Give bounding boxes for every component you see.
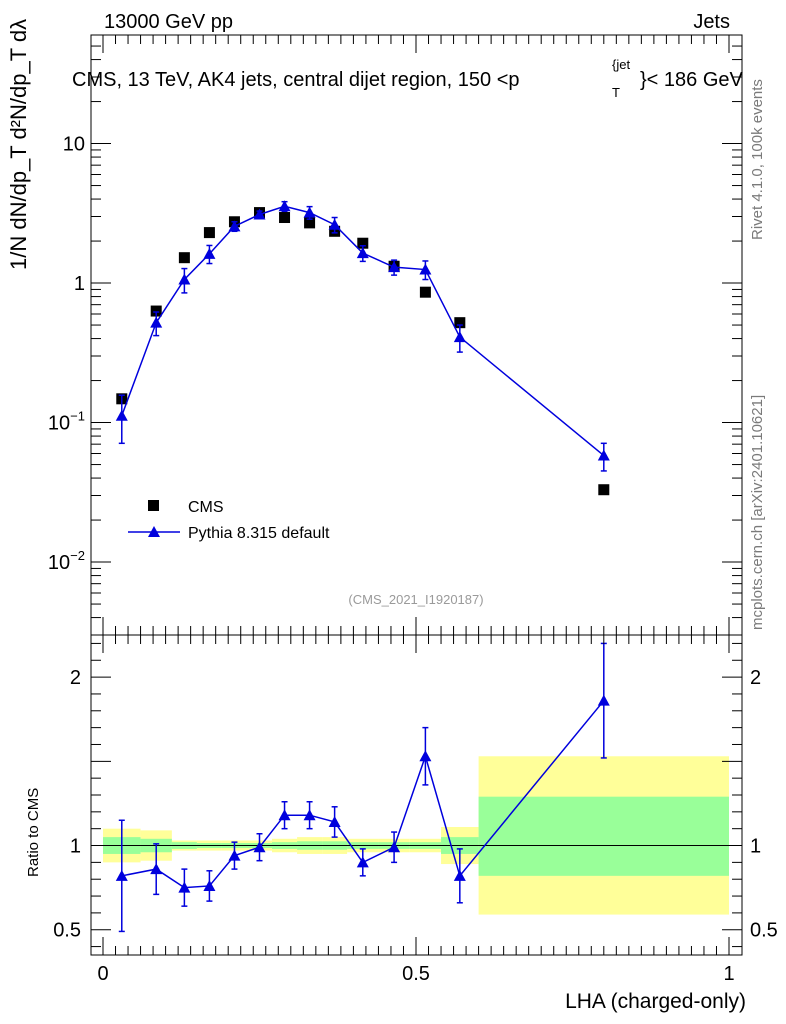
pythia-data-point — [597, 449, 610, 461]
pythia-data-point — [278, 200, 291, 212]
ratio-data-point — [253, 841, 266, 853]
ratio-data-point — [178, 881, 191, 893]
ratio-data-point — [419, 750, 432, 762]
title-sup: {jet — [612, 57, 630, 72]
pythia-data-point — [328, 218, 341, 230]
pythia-data-point — [356, 247, 369, 259]
y-axis-label: 1/N dN/dp_T d²N/dp_T dλ — [6, 19, 31, 270]
pythia-data-point — [228, 220, 241, 232]
ratio-data-point — [303, 809, 316, 821]
title-end: }< 186 GeV — [640, 69, 744, 91]
pythia-data-point — [178, 273, 191, 285]
main-x-ticks — [102, 35, 730, 635]
ratio-data-point — [597, 694, 610, 706]
cms-data-point — [357, 237, 369, 249]
main-title: CMS, 13 TeV, AK4 jets, central dijet reg… — [72, 57, 744, 100]
pythia-data-point — [203, 247, 216, 259]
ratio-data-point — [388, 841, 401, 853]
ratio-y-tick-label: 1 — [70, 836, 81, 858]
x-axis-label: LHA (charged-only) — [565, 990, 746, 1013]
ratio-data-point — [150, 863, 163, 875]
header-energy: 13000 GeV pp — [104, 11, 233, 33]
legend-cms-label: CMS — [188, 499, 224, 516]
ratio-data-point — [328, 815, 341, 827]
pythia-data-point — [419, 263, 432, 275]
header-category: Jets — [693, 11, 730, 33]
ratio-y-tick-label: 0.5 — [53, 920, 81, 942]
ratio-uncertainty-bands — [103, 756, 729, 915]
ratio-x-ticks: 0 0.5 1 — [97, 635, 735, 985]
main-plot-content — [115, 200, 610, 496]
ratio-y-tick-label-right: 0.5 — [750, 920, 778, 942]
cms-data-point — [203, 227, 215, 239]
ratio-panel: 0.5 0.51 12 2 0 0.5 1 — [53, 634, 778, 985]
analysis-watermark: (CMS_2021_I1920187) — [348, 592, 483, 607]
main-y-tick-label: 1 — [74, 273, 85, 295]
main-y-tick-label: 10−1 — [48, 409, 85, 435]
cms-data-point — [304, 217, 316, 229]
cms-data-point — [150, 305, 162, 317]
pythia-line — [121, 205, 605, 457]
legend-cms-marker — [148, 500, 159, 511]
ratio-y-axis-label: Ratio to CMS — [25, 788, 42, 877]
main-frame — [90, 34, 743, 636]
ratio-data-point — [453, 869, 466, 881]
cms-data-point — [598, 484, 610, 496]
mcplots-label: mcplots.cern.ch [arXiv:2401.10621] — [749, 395, 766, 630]
ratio-y-tick-label-right: 2 — [750, 667, 761, 689]
ratio-band-inner — [478, 796, 729, 876]
ratio-data-point — [115, 869, 128, 881]
cms-data-point — [178, 252, 190, 264]
pythia-data-point — [453, 331, 466, 343]
ratio-line — [121, 700, 605, 889]
ratio-data-point — [278, 809, 291, 821]
legend: CMS Pythia 8.315 default — [128, 499, 330, 542]
ratio-y-ticks: 0.5 0.5 1 1 2 2 — [53, 642, 778, 948]
ratio-data-point — [203, 879, 216, 891]
rivet-label: Rivet 4.1.0, 100k events — [749, 79, 766, 240]
pythia-data-point — [388, 261, 401, 273]
pythia-data-point — [150, 316, 163, 328]
ratio-x-tick-label: 0.5 — [402, 963, 430, 985]
title-main: CMS, 13 TeV, AK4 jets, central dijet reg… — [72, 69, 520, 91]
ratio-y-tick-label-right: 1 — [750, 836, 761, 858]
main-panel: 10−2 10−1 1 10 — [48, 34, 743, 636]
main-y-axis-label: 1/N dN/dp_T d²N/dp_T dλ — [6, 19, 31, 270]
main-y-tick-label: 10−2 — [48, 548, 85, 574]
legend-mc-marker — [148, 526, 160, 537]
pythia-data-point — [303, 206, 316, 218]
cms-data-point — [419, 286, 431, 298]
ratio-x-tick-label: 0 — [97, 963, 108, 985]
legend-mc-label: Pythia 8.315 default — [188, 525, 330, 542]
main-y-tick-label: 10 — [63, 134, 85, 156]
ratio-data-point — [356, 856, 369, 868]
ratio-x-tick-label: 1 — [723, 963, 734, 985]
main-y-ticks: 10−2 10−1 1 10 — [48, 34, 742, 636]
pythia-data-point — [253, 208, 266, 220]
cms-data-point — [279, 212, 291, 224]
title-sub: T — [612, 85, 620, 100]
ratio-y-tick-label: 2 — [70, 667, 81, 689]
cms-data-point — [454, 317, 466, 329]
pythia-data-point — [115, 409, 128, 421]
ratio-data-point — [228, 849, 241, 861]
ratio-plot-content — [115, 642, 610, 933]
